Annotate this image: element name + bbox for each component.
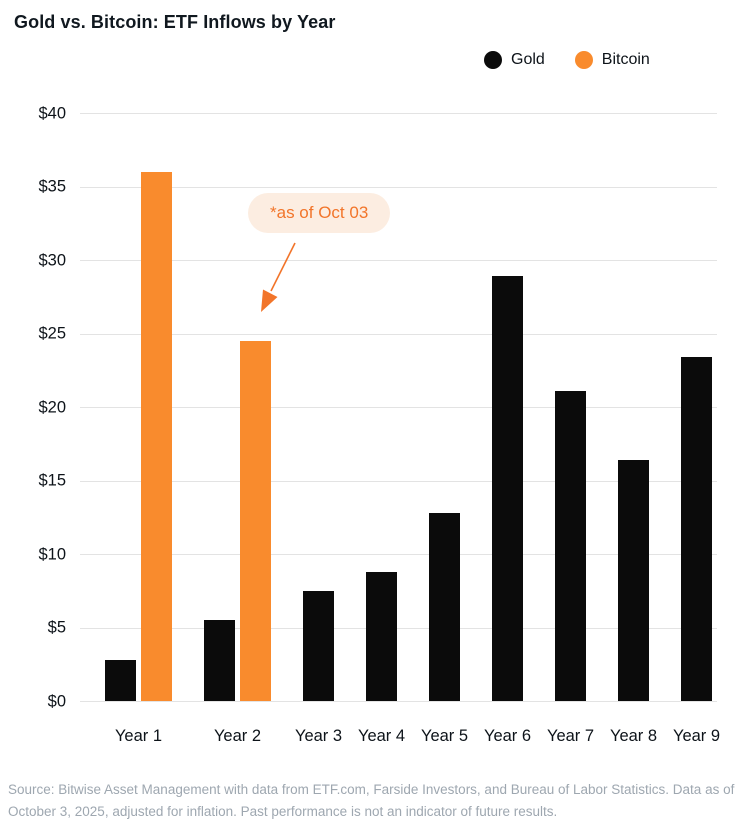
bar-group [429, 512, 460, 701]
bars-row [105, 113, 712, 701]
x-tick-label: Year 1 [114, 727, 163, 745]
gold-bar [366, 571, 397, 701]
y-tick-label: $15 [38, 471, 66, 490]
bar-group [492, 276, 523, 701]
gridline [80, 701, 717, 702]
gridline [80, 186, 717, 188]
bitcoin-bar [240, 340, 271, 701]
y-tick-label: $40 [38, 104, 66, 122]
gold-bar [555, 390, 586, 701]
annotation-bubble: *as of Oct 03 [248, 193, 391, 233]
bar-group [618, 459, 649, 701]
gridline [80, 480, 717, 482]
gridline [80, 407, 717, 408]
x-tick-label: Year 2 [213, 727, 262, 745]
x-tick-label: Year 4 [357, 727, 406, 745]
legend-item-gold: Gold [484, 51, 545, 69]
gridline [80, 260, 717, 261]
source-footnote-line1: Source: Bitwise Asset Management with da… [8, 782, 735, 797]
legend-label-gold: Gold [511, 51, 545, 68]
gold-bar [204, 620, 235, 701]
bar-group [681, 357, 712, 701]
gridline [80, 113, 717, 114]
gridline [80, 554, 717, 555]
x-tick-label: Year 8 [609, 727, 658, 745]
x-tick-label: Year 3 [294, 727, 343, 745]
gold-bar [681, 357, 712, 701]
x-tick-label: Year 5 [420, 727, 469, 745]
gold-bar [303, 590, 334, 701]
x-axis-labels: Year 1 Year 2 Year 3 Year 4 Year 5 Year 6 Year… [105, 727, 721, 746]
bitcoin-bar [141, 171, 172, 701]
source-footnote-line2: October 3, 2025, adjusted for inflation.… [8, 804, 558, 819]
legend-label-bitcoin: Bitcoin [601, 51, 650, 68]
y-tick-label: $25 [38, 324, 66, 343]
legend: Gold Bitcoin [484, 51, 650, 69]
legend-item-bitcoin: Bitcoin [574, 51, 650, 69]
bitcoin-legend-dot-icon [574, 51, 593, 69]
gridline [80, 333, 717, 335]
gold-bar [429, 512, 460, 701]
gold-legend-dot-icon [484, 51, 502, 69]
bar-group [204, 340, 271, 701]
y-tick-label: $10 [38, 545, 66, 563]
chart-area: $40 $35 $30 $25 $20 $15 $10 $5 $0 Year 1 Year 2 Ye… [38, 104, 720, 745]
gridline [80, 627, 717, 629]
bar-group [366, 571, 397, 701]
gold-bar [492, 276, 523, 701]
gold-bar [105, 659, 136, 701]
bar-group [555, 390, 586, 701]
y-tick-label: $35 [38, 177, 66, 196]
chart-title: Gold vs. Bitcoin: ETF Inflows by Year [14, 12, 336, 32]
bar-group [105, 171, 172, 701]
y-tick-label: $0 [47, 692, 66, 710]
y-tick-label: $30 [38, 251, 66, 269]
x-tick-label: Year 9 [672, 727, 721, 745]
x-tick-label: Year 6 [483, 727, 532, 745]
x-tick-label: Year 7 [546, 727, 595, 745]
gold-bar [618, 459, 649, 701]
y-tick-label: $5 [47, 618, 66, 637]
y-tick-label: $20 [38, 398, 66, 416]
source-footnote: Source: Bitwise Asset Management with da… [8, 779, 734, 823]
bar-group [303, 590, 334, 701]
